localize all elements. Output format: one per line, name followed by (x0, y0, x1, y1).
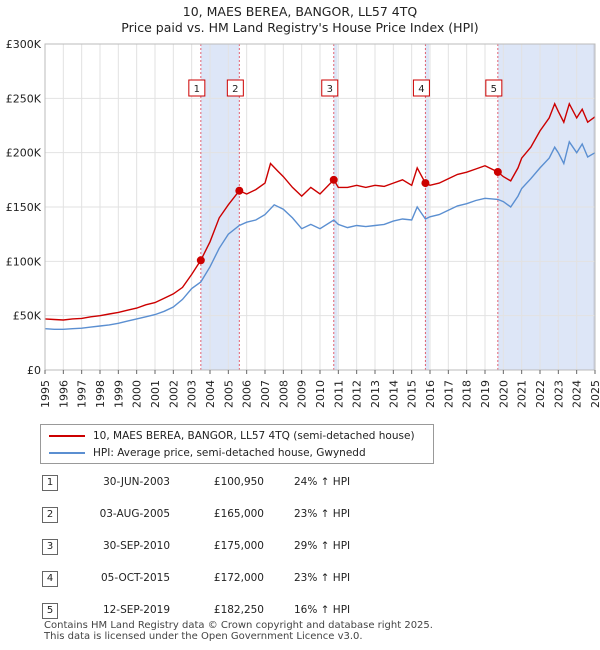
x-tick-label: 1995 (39, 380, 52, 408)
sale-label-box (485, 79, 503, 97)
legend-item-property: 10, MAES BEREA, BANGOR, LL57 4TQ (semi-d… (49, 428, 415, 444)
chart-legend: 10, MAES BEREA, BANGOR, LL57 4TQ (semi-d… (40, 424, 434, 464)
legend-item-hpi: HPI: Average price, semi-detached house,… (49, 445, 366, 461)
x-tick-label: 1999 (112, 380, 125, 408)
x-tick-label: 2001 (149, 380, 162, 408)
sale-price: £172,000 (213, 572, 264, 584)
sale-label-number: 3 (327, 84, 333, 95)
sale-price: £165,000 (213, 508, 264, 520)
x-tick-label: 2002 (167, 380, 180, 408)
x-tick-label: 2000 (131, 380, 144, 408)
x-tick-label: 2022 (534, 380, 547, 408)
sale-label-number: 2 (232, 84, 238, 95)
y-tick-label: £150K (6, 201, 42, 214)
y-tick-label: £100K (6, 255, 42, 268)
sale-date: 03-AUG-2005 (99, 508, 170, 520)
x-tick-label: 2013 (369, 380, 382, 408)
footer-line-1: Contains HM Land Registry data © Crown c… (44, 620, 433, 631)
x-tick-label: 1997 (76, 380, 89, 408)
series-line-hpi (44, 140, 596, 330)
sale-hpi-change: 24% ↑ HPI (294, 476, 351, 488)
sale-label-box (321, 79, 339, 97)
sale-point (421, 179, 430, 188)
x-tick-label: 2018 (461, 380, 474, 408)
sale-number-badge: 5 (42, 603, 58, 619)
x-tick-label: 2025 (589, 380, 600, 408)
sale-hpi-change: 23% ↑ HPI (294, 572, 351, 584)
sale-number-badge: 3 (42, 539, 58, 555)
sale-price: £175,000 (213, 540, 264, 552)
sale-hpi-change: 29% ↑ HPI (294, 540, 351, 552)
legend-label-property: 10, MAES BEREA, BANGOR, LL57 4TQ (semi-d… (93, 430, 415, 442)
sale-label-number: 5 (491, 84, 497, 95)
x-tick-label: 1996 (57, 380, 70, 408)
x-tick-label: 2007 (259, 380, 272, 408)
x-tick-label: 2017 (442, 380, 455, 408)
sale-point (235, 186, 244, 195)
x-tick-label: 2020 (497, 380, 510, 408)
y-tick-label: £0 (27, 364, 41, 377)
x-tick-label: 2015 (406, 380, 419, 408)
legend-swatch-hpi (49, 452, 85, 454)
x-tick-label: 2008 (277, 380, 290, 408)
sale-label-box (226, 79, 244, 97)
x-tick-label: 2019 (479, 380, 492, 408)
y-tick-label: £50K (13, 310, 42, 323)
y-tick-label: £200K (6, 147, 42, 160)
x-tick-label: 2023 (552, 380, 565, 408)
sale-point (196, 256, 205, 265)
y-tick-label: £300K (6, 38, 42, 51)
table-row: 2 03-AUG-2005 £165,000 23% ↑ HPI (42, 505, 402, 525)
x-tick-label: 2021 (516, 380, 529, 408)
price-chart: 1 2 3 4 5 £0 £50K £100K £150K £200K £250K £300K 1995… (6, 38, 600, 408)
table-row: 4 05-OCT-2015 £172,000 23% ↑ HPI (42, 569, 402, 589)
x-tick-label: 2005 (222, 380, 235, 408)
footer-line-2: This data is licensed under the Open Gov… (44, 631, 363, 642)
sale-number-badge: 2 (42, 507, 58, 523)
sale-label-number: 1 (194, 84, 200, 95)
legend-label-hpi: HPI: Average price, semi-detached house,… (93, 447, 366, 459)
sale-label-box (188, 79, 206, 97)
y-tick-label: £250K (6, 92, 42, 105)
sale-date: 30-JUN-2003 (103, 476, 170, 488)
x-tick-label: 2011 (332, 380, 345, 408)
chart-title: 10, MAES BEREA, BANGOR, LL57 4TQ (182, 4, 418, 19)
sale-label-box (412, 79, 430, 97)
sale-hpi-change: 16% ↑ HPI (294, 604, 351, 616)
sale-point (493, 167, 502, 176)
x-tick-label: 2003 (186, 380, 199, 408)
series-line-property (44, 101, 596, 321)
x-tick-label: 2010 (314, 380, 327, 408)
sale-number-badge: 1 (42, 475, 58, 491)
x-tick-label: 2016 (424, 380, 437, 408)
sale-date: 05-OCT-2015 (101, 572, 170, 584)
footer-credit: Contains HM Land Registry data © Crown c… (44, 620, 433, 642)
table-row: 5 12-SEP-2019 £182,250 16% ↑ HPI (42, 601, 402, 621)
sale-point (329, 175, 338, 184)
chart-subtitle: Price paid vs. HM Land Registry's House … (121, 20, 479, 35)
table-row: 1 30-JUN-2003 £100,950 24% ↑ HPI (42, 473, 402, 493)
x-tick-label: 2014 (387, 380, 400, 408)
x-tick-label: 1998 (94, 380, 107, 408)
legend-swatch-property (49, 435, 85, 437)
sale-price: £100,950 (213, 476, 264, 488)
x-tick-label: 2009 (296, 380, 309, 408)
sale-label-number: 4 (418, 84, 424, 95)
x-tick-label: 2024 (571, 380, 584, 408)
sale-date: 12-SEP-2019 (102, 604, 170, 616)
sale-hpi-change: 23% ↑ HPI (294, 508, 351, 520)
x-tick-label: 2006 (241, 380, 254, 408)
sale-date: 30-SEP-2010 (102, 540, 170, 552)
table-row: 3 30-SEP-2010 £175,000 29% ↑ HPI (42, 537, 402, 557)
x-tick-label: 2012 (351, 380, 364, 408)
sale-number-badge: 4 (42, 571, 58, 587)
sale-price: £182,250 (213, 604, 264, 616)
x-tick-label: 2004 (204, 380, 217, 408)
